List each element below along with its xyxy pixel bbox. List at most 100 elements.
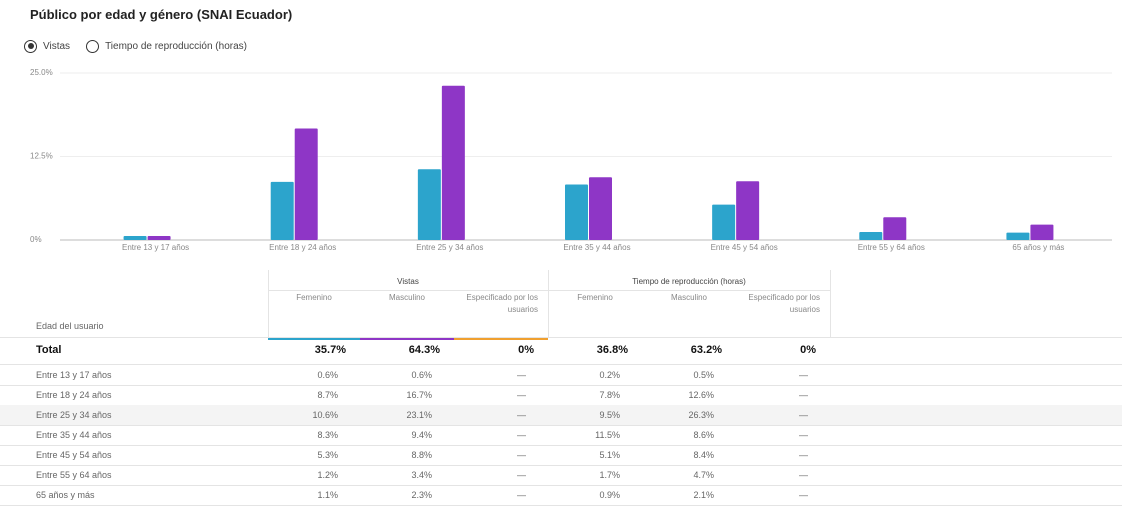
column-header: Especificado por los usuarios bbox=[748, 293, 820, 314]
table-cell: 1.2% bbox=[317, 470, 338, 480]
bar bbox=[123, 235, 147, 240]
column-header: Femenino bbox=[577, 293, 613, 302]
table-cell: 2.3% bbox=[411, 490, 432, 500]
bar bbox=[565, 184, 588, 240]
x-tick-label: 65 años y más bbox=[1012, 243, 1064, 252]
total-cell: 63.2% bbox=[690, 344, 722, 356]
metric-toggle: Vistas Tiempo de reproducción (horas) bbox=[24, 38, 247, 54]
table-cell: 5.3% bbox=[317, 450, 338, 460]
x-tick-label: Entre 13 y 17 años bbox=[122, 243, 189, 252]
row-header: Edad del usuario bbox=[36, 321, 104, 331]
table-cell: — bbox=[799, 390, 808, 400]
total-cell: Total bbox=[36, 344, 62, 356]
bar bbox=[712, 204, 736, 240]
row-label: Entre 13 y 17 años bbox=[36, 370, 112, 380]
table-cell: 12.6% bbox=[688, 390, 714, 400]
table-cell: — bbox=[799, 490, 808, 500]
table-cell: — bbox=[517, 430, 526, 440]
row-border bbox=[0, 445, 1122, 446]
table-cell: — bbox=[517, 450, 526, 460]
table-cell: 4.7% bbox=[693, 470, 714, 480]
table-cell: 5.1% bbox=[599, 450, 620, 460]
row-border bbox=[0, 465, 1122, 466]
table-cell: — bbox=[517, 410, 526, 420]
table-cell: 8.4% bbox=[693, 450, 714, 460]
table-cell: 3.4% bbox=[411, 470, 432, 480]
bar bbox=[417, 169, 441, 240]
table-cell: — bbox=[517, 370, 526, 380]
bar bbox=[883, 217, 907, 240]
table-cell: 2.1% bbox=[693, 490, 714, 500]
x-tick-label: Entre 45 y 54 años bbox=[711, 243, 778, 252]
bar bbox=[1030, 224, 1054, 240]
x-tick-label: Entre 25 y 34 años bbox=[416, 243, 483, 252]
row-label: Entre 25 y 34 años bbox=[36, 410, 112, 420]
column-header: Femenino bbox=[296, 293, 332, 302]
total-cell: 35.7% bbox=[314, 344, 346, 356]
row-border bbox=[0, 425, 1122, 426]
table-cell: — bbox=[517, 490, 526, 500]
total-cell: 0% bbox=[800, 344, 816, 356]
radio-button[interactable] bbox=[24, 39, 37, 53]
total-cell: 36.8% bbox=[596, 344, 628, 356]
table-cell: 11.5% bbox=[595, 430, 620, 440]
table-cell: 8.7% bbox=[317, 390, 338, 400]
group-header: Tiempo de reproducción (horas) bbox=[632, 277, 746, 286]
row-label: Entre 55 y 64 años bbox=[36, 470, 112, 480]
title: Público por edad y género (SNAI Ecuador) bbox=[30, 7, 293, 22]
table-cell: 8.8% bbox=[411, 450, 432, 460]
column-accent bbox=[268, 337, 360, 340]
table-cell: 10.6% bbox=[312, 410, 338, 420]
table-cell: 1.1% bbox=[317, 490, 338, 500]
table-cell: — bbox=[799, 470, 808, 480]
row-border bbox=[0, 505, 1122, 506]
table-cell: — bbox=[517, 470, 526, 480]
table-cell: 1.7% bbox=[599, 470, 620, 480]
y-tick-label: 25.0% bbox=[30, 68, 53, 77]
radio-label[interactable]: Vistas bbox=[43, 40, 71, 52]
bar bbox=[147, 235, 171, 240]
bar bbox=[441, 85, 465, 240]
bar bbox=[270, 181, 294, 240]
row-label: Entre 18 y 24 años bbox=[36, 390, 112, 400]
column-divider bbox=[830, 270, 831, 338]
bar bbox=[859, 231, 883, 240]
table-cell: 0.2% bbox=[599, 370, 620, 380]
column-divider bbox=[548, 270, 549, 338]
column-header: Masculino bbox=[388, 293, 425, 302]
bar bbox=[589, 177, 612, 240]
table-cell: 23.1% bbox=[406, 410, 432, 420]
column-header: Especificado por los usuarios bbox=[466, 293, 538, 314]
y-tick-label: 0% bbox=[30, 235, 42, 244]
group-header: Vistas bbox=[397, 277, 419, 286]
row-border bbox=[0, 485, 1122, 486]
table-cell: — bbox=[799, 450, 808, 460]
table: Edad del usuario Vistas Tiempo de reproduc… bbox=[0, 270, 1122, 507]
radio-button[interactable] bbox=[86, 39, 100, 53]
x-tick-label: Entre 55 y 64 años bbox=[858, 243, 925, 252]
radio-dot bbox=[27, 43, 34, 49]
column-accent bbox=[454, 337, 548, 340]
y-tick-label: 12.5% bbox=[30, 152, 53, 161]
table-cell: 0.5% bbox=[693, 370, 714, 380]
table-cell: 0.6% bbox=[317, 370, 338, 380]
table-cell: 16.7% bbox=[406, 390, 432, 400]
x-tick-label: Entre 18 y 24 años bbox=[269, 243, 336, 252]
total-cell: 64.3% bbox=[408, 344, 440, 356]
table-cell: 26.3% bbox=[688, 410, 714, 420]
radio-label[interactable]: Tiempo de reproducción (horas) bbox=[105, 40, 247, 52]
total-cell: 0% bbox=[518, 344, 534, 356]
column-header: Masculino bbox=[670, 293, 707, 302]
bar bbox=[294, 128, 318, 240]
table-cell: — bbox=[517, 390, 526, 400]
row-label: 65 años y más bbox=[36, 490, 95, 500]
table-cell: — bbox=[799, 370, 808, 380]
column-divider bbox=[268, 270, 269, 338]
x-tick-label: Entre 35 y 44 años bbox=[563, 243, 630, 252]
row-border bbox=[0, 385, 1122, 386]
table-cell: 9.5% bbox=[599, 410, 620, 420]
table-cell: 0.9% bbox=[599, 490, 620, 500]
row-border bbox=[0, 364, 1122, 365]
table-cell: 8.3% bbox=[317, 430, 338, 440]
